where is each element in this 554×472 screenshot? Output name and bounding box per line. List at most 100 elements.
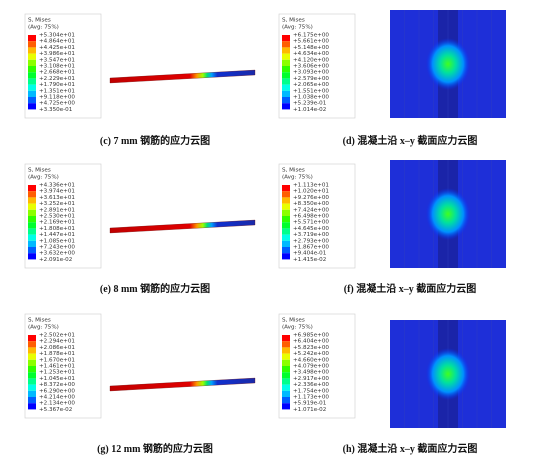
- legend-value: +3.547e+01: [39, 57, 75, 63]
- panel: S, Mises(Avg: 75%) +1.113e+01+1.020e+01+9…: [278, 160, 506, 295]
- legend-title: S, Mises: [28, 318, 51, 324]
- legend-value: +5.823e+00: [293, 345, 329, 351]
- legend-value: +3.498e+00: [293, 370, 329, 376]
- legend-value: +5.239e-01: [293, 101, 327, 107]
- legend-value: +5.367e-02: [39, 407, 72, 413]
- legend-swatch: [282, 253, 290, 260]
- legend-value: +2.891e+01: [39, 207, 75, 213]
- legend-value: +2.229e+01: [39, 76, 75, 82]
- legend-swatch: [282, 335, 290, 342]
- legend-value: +2.086e+01: [39, 345, 75, 351]
- legend-swatch: [28, 359, 36, 366]
- legend-value: +8.372e+00: [39, 382, 75, 388]
- legend-title: (Avg: 75%): [28, 25, 59, 31]
- legend-value: +4.079e+00: [293, 364, 329, 370]
- legend-value: +1.461e+01: [39, 364, 75, 370]
- legend-box: [278, 163, 356, 269]
- legend-value: +6.498e+00: [293, 214, 329, 220]
- legend-value: +3.252e+01: [39, 201, 75, 207]
- legend-swatch: [282, 97, 290, 104]
- legend-swatch: [282, 191, 290, 198]
- legend-value: +4.336e+01: [39, 183, 75, 189]
- legend-swatch: [282, 247, 290, 254]
- legend-swatch: [28, 378, 36, 385]
- legend-title: S, Mises: [282, 18, 305, 24]
- legend-swatch: [282, 197, 290, 204]
- legend-title: (Avg: 75%): [282, 175, 313, 181]
- legend-title: S, Mises: [282, 168, 305, 174]
- legend-title: (Avg: 75%): [282, 325, 313, 331]
- panel: S, Mises(Avg: 75%)+4.336e+01+3.974e+01+3…: [24, 163, 256, 295]
- legend-swatch: [28, 403, 36, 410]
- legend-swatch: [28, 35, 36, 42]
- legend-box: [278, 313, 356, 419]
- legend-box: [24, 313, 102, 419]
- legend-swatch: [282, 90, 290, 97]
- legend-title: (Avg: 75%): [28, 325, 59, 331]
- legend-swatch: [282, 35, 290, 42]
- legend-value: +6.985e+00: [293, 333, 329, 339]
- legend-value: +2.668e+01: [39, 70, 75, 76]
- legend-swatch: [282, 353, 290, 360]
- legend-swatch: [28, 197, 36, 204]
- legend-value: +2.502e+01: [39, 333, 75, 339]
- legend-swatch: [28, 72, 36, 79]
- caption: (e) 8 mm 钢筋的应力云图: [100, 282, 210, 295]
- legend-box: [278, 13, 356, 119]
- legend-swatch: [282, 403, 290, 410]
- legend-value: +1.038e+00: [293, 95, 329, 101]
- legend-swatch: [282, 203, 290, 210]
- legend-swatch: [282, 384, 290, 391]
- caption: (h) 混凝土沿 x–y 截面应力云图: [343, 442, 478, 455]
- legend-value: +3.974e+01: [39, 189, 75, 195]
- legend-swatch: [28, 97, 36, 104]
- legend-value: +1.045e+01: [39, 376, 75, 382]
- legend-swatch: [282, 209, 290, 216]
- legend-title: S, Mises: [28, 18, 51, 24]
- legend-swatch: [282, 66, 290, 73]
- legend-swatch: [282, 185, 290, 192]
- legend-swatch: [282, 390, 290, 397]
- legend-value: +6.175e+00: [293, 33, 329, 39]
- legend-value: +5.661e+00: [293, 39, 329, 45]
- legend-value: +1.020e+01: [293, 189, 329, 195]
- legend-value: +6.290e+00: [39, 388, 75, 394]
- panel: S, Mises(Avg: 75%)+6.175e+00+5.661e+00+5…: [278, 10, 506, 147]
- panel: S, Mises(Avg: 75%)+2.502e+01+2.294e+01+2…: [24, 313, 256, 455]
- legend-value: +2.530e+01: [39, 214, 75, 220]
- legend-swatch: [28, 341, 36, 348]
- legend-value: +1.670e+01: [39, 357, 75, 363]
- legend-swatch: [28, 335, 36, 342]
- legend-swatch: [28, 53, 36, 60]
- legend-swatch: [28, 41, 36, 48]
- caption: (d) 混凝土沿 x–y 截面应力云图: [343, 134, 478, 147]
- legend-value: +7.424e+00: [293, 207, 329, 213]
- legend-title: (Avg: 75%): [28, 175, 59, 181]
- legend-swatch: [282, 84, 290, 91]
- legend-value: +1.071e-02: [293, 407, 326, 413]
- rebar: [109, 219, 256, 234]
- legend-value: +3.719e+00: [293, 232, 329, 238]
- legend-swatch: [28, 66, 36, 73]
- legend-swatch: [282, 222, 290, 229]
- legend-value: +1.113e+01: [293, 183, 329, 189]
- legend-swatch: [28, 397, 36, 404]
- legend-value: +2.091e-02: [39, 257, 72, 263]
- legend-value: +9.276e+00: [293, 195, 329, 201]
- legend-value: +2.134e+00: [39, 401, 75, 407]
- legend-value: +3.606e+00: [293, 64, 329, 70]
- legend-value: +1.253e+01: [39, 370, 75, 376]
- legend-value: +5.919e-01: [293, 401, 327, 407]
- legend-value: +1.808e+01: [39, 226, 75, 232]
- legend-swatch: [28, 253, 36, 260]
- legend-value: +4.120e+00: [293, 57, 329, 63]
- legend-value: +9.118e+00: [39, 95, 75, 101]
- legend-swatch: [282, 234, 290, 241]
- legend-swatch: [282, 216, 290, 223]
- legend-value: +8.350e+00: [293, 201, 329, 207]
- legend-swatch: [282, 53, 290, 60]
- legend-value: +1.790e+01: [39, 82, 75, 88]
- legend-title: S, Mises: [282, 318, 305, 324]
- legend-value: +3.632e+00: [39, 251, 75, 257]
- legend-value: +2.793e+00: [293, 238, 329, 244]
